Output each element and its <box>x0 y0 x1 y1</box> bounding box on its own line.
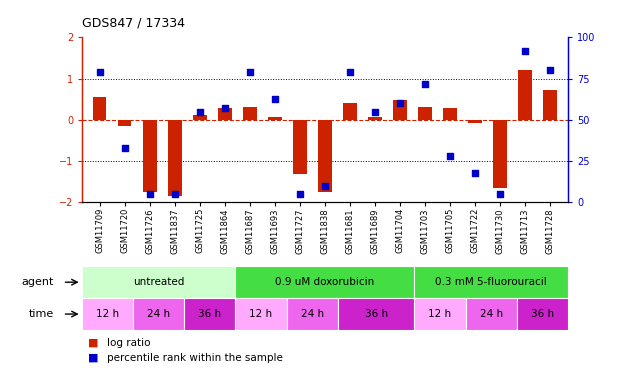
Bar <box>444 108 457 120</box>
Point <box>270 96 280 102</box>
Point <box>521 48 531 54</box>
Text: time: time <box>28 309 54 319</box>
Bar <box>468 120 482 123</box>
Text: 36 h: 36 h <box>531 309 554 319</box>
Point <box>345 69 355 75</box>
Bar <box>338 298 415 330</box>
Bar <box>517 298 568 330</box>
Text: 36 h: 36 h <box>198 309 221 319</box>
Bar <box>286 298 338 330</box>
Text: percentile rank within the sample: percentile rank within the sample <box>107 353 283 363</box>
Point <box>295 191 305 197</box>
Text: ■: ■ <box>88 353 99 363</box>
Point <box>220 105 230 111</box>
Text: untreated: untreated <box>133 277 184 287</box>
Text: 24 h: 24 h <box>300 309 324 319</box>
Bar <box>415 266 568 298</box>
Bar <box>543 90 557 120</box>
Bar <box>93 97 107 120</box>
Bar <box>143 120 156 192</box>
Bar <box>519 70 532 120</box>
Text: 36 h: 36 h <box>365 309 387 319</box>
Bar <box>466 298 517 330</box>
Point <box>495 191 505 197</box>
Bar <box>235 298 286 330</box>
Bar <box>293 120 307 174</box>
Text: log ratio: log ratio <box>107 338 151 348</box>
Text: 0.9 uM doxorubicin: 0.9 uM doxorubicin <box>275 277 375 287</box>
Text: 12 h: 12 h <box>428 309 452 319</box>
Point <box>170 191 180 197</box>
Text: 12 h: 12 h <box>96 309 119 319</box>
Bar <box>268 117 282 120</box>
Bar <box>118 120 131 126</box>
Point <box>420 81 430 87</box>
Point <box>545 68 555 74</box>
Point <box>144 191 155 197</box>
Text: 24 h: 24 h <box>147 309 170 319</box>
Bar <box>393 100 407 120</box>
Bar <box>218 108 232 120</box>
Bar <box>82 298 133 330</box>
Point <box>445 153 455 159</box>
Bar <box>82 266 235 298</box>
Point <box>119 145 129 151</box>
Text: 0.3 mM 5-fluorouracil: 0.3 mM 5-fluorouracil <box>435 277 547 287</box>
Bar <box>318 120 332 192</box>
Bar <box>133 298 184 330</box>
Text: ■: ■ <box>88 338 99 348</box>
Bar <box>184 298 235 330</box>
Bar <box>193 115 206 120</box>
Text: 12 h: 12 h <box>249 309 273 319</box>
Bar <box>168 120 182 196</box>
Point <box>95 69 105 75</box>
Bar <box>343 103 357 120</box>
Text: GDS847 / 17334: GDS847 / 17334 <box>82 17 185 30</box>
Bar <box>418 107 432 120</box>
Bar <box>368 117 382 120</box>
Point <box>245 69 255 75</box>
Point <box>470 170 480 176</box>
Bar <box>235 266 415 298</box>
Point <box>320 183 330 189</box>
Bar <box>493 120 507 188</box>
Bar <box>415 298 466 330</box>
Text: agent: agent <box>21 277 54 287</box>
Point <box>370 109 380 115</box>
Text: 24 h: 24 h <box>480 309 503 319</box>
Point <box>195 109 205 115</box>
Point <box>395 100 405 106</box>
Bar <box>243 107 257 120</box>
